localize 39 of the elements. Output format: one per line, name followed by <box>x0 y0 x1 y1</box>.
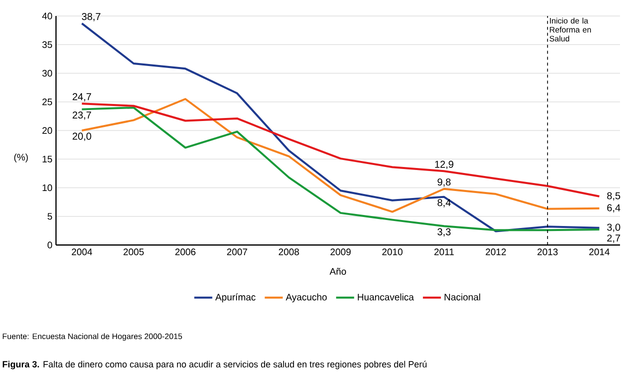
data-label: 6,4 <box>607 204 620 212</box>
y-tick-label: 15 <box>42 156 52 162</box>
x-tick-label: 2007 <box>227 248 248 256</box>
data-label: 2,7 <box>607 234 620 243</box>
y-axis-title: (%) <box>14 154 28 162</box>
x-tick-label: 2005 <box>124 248 144 256</box>
x-tick-label: 2012 <box>486 248 506 256</box>
data-label: 8,4 <box>438 199 451 208</box>
y-tick-label: 40 <box>42 12 52 20</box>
x-tick-label: 2004 <box>72 248 92 256</box>
data-label: 8,5 <box>607 192 620 200</box>
y-tick-label: 5 <box>48 213 52 220</box>
data-label: 3,3 <box>438 228 451 237</box>
data-label: 12,9 <box>435 160 454 169</box>
x-tick-label: 2013 <box>538 248 558 256</box>
y-tick-label: 20 <box>42 127 52 134</box>
y-tick-label: 10 <box>42 184 52 192</box>
legend-label: Huancavelica <box>358 293 414 300</box>
data-label: 23,7 <box>72 112 92 120</box>
y-tick-label: 0 <box>48 242 52 248</box>
data-label: 3,0 <box>607 224 620 232</box>
x-tick-label: 2014 <box>589 248 610 256</box>
y-tick-label: 25 <box>42 98 52 106</box>
x-tick-label: 2010 <box>382 248 402 256</box>
x-tick-label: 2006 <box>175 248 196 256</box>
x-axis-title: Año <box>330 268 346 275</box>
legend-label: Nacional <box>444 293 480 300</box>
legend-label: Apurímac <box>215 293 256 302</box>
data-label: 38,7 <box>82 13 100 22</box>
data-label: 20,0 <box>72 132 92 141</box>
y-tick-label: 35 <box>42 41 52 48</box>
data-label: 9,8 <box>438 178 451 187</box>
x-tick-label: 2009 <box>330 248 351 256</box>
data-label: 24,7 <box>72 93 92 102</box>
text: Figura 3. Falta de dinero como causa para no acudir a servicios de salud en tres regiones pobres del Perú <box>2 360 427 370</box>
x-tick-label: 2011 <box>434 248 454 256</box>
x-tick-label: 2008 <box>278 248 299 256</box>
y-tick-label: 30 <box>42 70 52 77</box>
legend-label: Ayacucho <box>286 293 327 302</box>
